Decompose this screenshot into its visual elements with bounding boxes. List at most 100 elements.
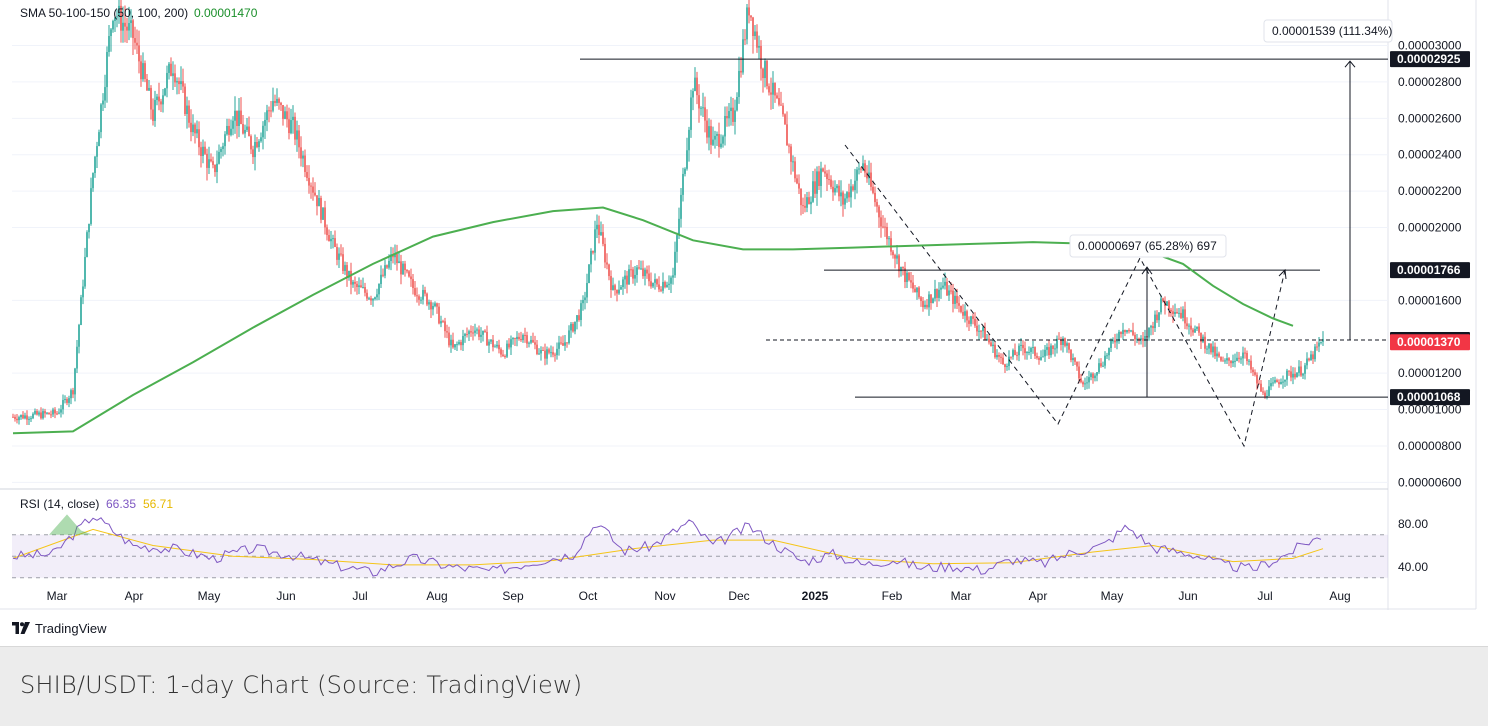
candle [478, 325, 480, 341]
candle [1118, 329, 1120, 344]
candle-body [1034, 347, 1036, 356]
candle [402, 260, 404, 275]
candle-body [1208, 343, 1210, 349]
candle-body [676, 235, 678, 252]
candle [924, 300, 926, 310]
candle-body [636, 267, 638, 275]
candle-body [942, 285, 944, 288]
candle [810, 196, 812, 215]
candle-body [724, 116, 726, 137]
candle [574, 321, 576, 335]
candle-body [162, 95, 164, 105]
candle [540, 346, 542, 361]
candle-body [576, 315, 578, 322]
sma-200-line [12, 206, 1294, 435]
candle-body [398, 261, 400, 264]
candle [790, 143, 792, 175]
candle [246, 117, 248, 132]
candle-body [786, 124, 788, 146]
candle [940, 282, 942, 299]
candle-body [870, 172, 872, 187]
candle [1212, 341, 1214, 358]
candle [82, 279, 84, 305]
candle-body [246, 126, 248, 130]
candle-body [582, 300, 584, 304]
candle [806, 191, 808, 213]
candle [916, 287, 918, 300]
x-tick-label: May [1101, 589, 1124, 603]
candle-body [230, 128, 232, 135]
candle [532, 332, 534, 343]
candle-body [852, 186, 854, 191]
candle-body [730, 107, 732, 112]
candle [1268, 380, 1270, 397]
candle [336, 243, 338, 266]
candle [254, 134, 256, 171]
candle [682, 167, 684, 202]
candle-body [108, 36, 110, 53]
candle-body [1118, 331, 1120, 342]
candle-body [198, 129, 200, 148]
candle [1194, 325, 1196, 333]
candle [740, 57, 742, 78]
candle [1256, 372, 1258, 390]
candle-body [1314, 346, 1316, 360]
y-tick-label: 0.00002400 [1398, 148, 1462, 162]
candle [1054, 343, 1056, 357]
x-tick-label: May [198, 589, 221, 603]
candle-body [384, 265, 386, 276]
candle-body [678, 218, 680, 236]
candle-body [56, 413, 58, 415]
legend-rsi-value: 66.35 [106, 497, 136, 511]
x-tick-label: Aug [1329, 589, 1350, 603]
candle-body [1288, 370, 1290, 372]
candle [874, 186, 876, 207]
candle-body [1092, 373, 1094, 379]
candle-body [1216, 353, 1218, 357]
measure-annotation-text: 0.00001539 (111.34%) [1272, 24, 1392, 38]
candle [752, 16, 754, 54]
tradingview-logo[interactable]: TradingView [12, 618, 107, 638]
candle-body [274, 101, 276, 103]
candle [808, 191, 810, 205]
candle-body [42, 411, 44, 419]
candle [168, 62, 170, 80]
candle [294, 112, 296, 146]
candle-body [516, 336, 518, 339]
x-tick-label: 2025 [802, 589, 829, 603]
candle [784, 113, 786, 125]
candle [418, 294, 420, 306]
candle-body [326, 227, 328, 236]
candle-body [800, 188, 802, 206]
candle-body [1220, 356, 1222, 361]
candle-body [1100, 363, 1102, 367]
candle [1238, 352, 1240, 363]
candle-body [126, 26, 128, 31]
candle-body [536, 344, 538, 355]
candle-body [822, 168, 824, 172]
candle [748, 0, 750, 24]
candle [492, 334, 494, 352]
candle-body [492, 339, 494, 348]
candle [690, 89, 692, 138]
candle-body [1180, 312, 1182, 318]
candle [968, 316, 970, 331]
candle [1286, 368, 1288, 386]
candle-body [182, 81, 184, 87]
candle-body [1044, 349, 1046, 357]
candle-body [532, 339, 534, 343]
candle-body [404, 263, 406, 271]
candle-body [606, 262, 608, 265]
candle [510, 335, 512, 356]
candle [1078, 361, 1080, 384]
candle [44, 408, 46, 418]
candle [1278, 379, 1280, 388]
candle-body [702, 107, 704, 109]
candle [344, 261, 346, 275]
candle-body [1060, 339, 1062, 345]
candle [674, 241, 676, 278]
candle-body [920, 297, 922, 302]
candle [442, 319, 444, 323]
candle [516, 331, 518, 347]
candle-body [164, 88, 166, 96]
